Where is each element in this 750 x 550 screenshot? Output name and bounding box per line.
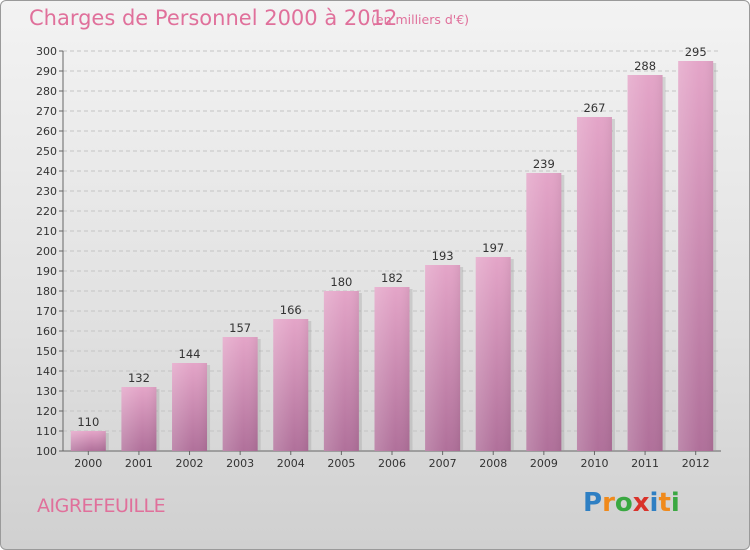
logo-letter: t [658,488,671,518]
y-tick-label: 300 [36,45,57,58]
y-tick-label: 130 [36,385,57,398]
y-tick-label: 260 [36,125,57,138]
x-tick-label: 2012 [682,457,710,470]
bar-value-label: 288 [634,59,656,73]
y-tick-label: 220 [36,205,57,218]
bar-highlight [526,173,562,451]
bar-highlight [425,265,461,451]
bar-value-label: 267 [583,101,605,115]
x-tick-label: 2008 [479,457,507,470]
bar-value-label: 166 [280,303,302,317]
y-tick-label: 120 [36,405,57,418]
commune-name: AIGREFEUILLE [37,495,166,517]
bar-highlight [374,287,410,451]
bar-highlight [475,257,511,451]
bars [70,61,717,451]
bar-value-label: 157 [229,321,251,335]
logo-letter: i [670,488,680,518]
x-tick-label: 2007 [429,457,457,470]
x-tick-label: 2010 [580,457,608,470]
bar-highlight [678,61,714,451]
logo-letter: P [583,488,603,518]
bar-highlight [121,387,157,451]
y-tick-label: 150 [36,345,57,358]
bar-value-label: 295 [685,45,707,59]
y-tick-label: 280 [36,85,57,98]
x-tick-label: 2004 [277,457,305,470]
bar-highlight [172,363,208,451]
y-tick-label: 230 [36,185,57,198]
y-tick-label: 190 [36,265,57,278]
bar-highlight [627,75,663,451]
x-tick-label: 2003 [226,457,254,470]
bar-highlight [323,291,359,451]
y-tick-label: 180 [36,285,57,298]
bar-value-label: 182 [381,271,403,285]
x-tick-label: 2001 [125,457,153,470]
chart-title: Charges de Personnel 2000 à 2012 [29,6,398,30]
axes: 100 110 120 130 140 150 160 170 180 190 200 210 220 2… [36,45,721,470]
x-tick-label: 2000 [74,457,102,470]
y-tick-label: 250 [36,145,57,158]
y-tick-label: 160 [36,325,57,338]
bar-highlight [273,319,309,451]
y-tick-label: 270 [36,105,57,118]
bar-value-label: 144 [179,347,201,361]
bar-value-label: 180 [330,275,352,289]
logo-letter: i [649,488,659,518]
x-tick-label: 2005 [327,457,355,470]
x-tick-label: 2002 [176,457,204,470]
bar-highlight [222,337,258,451]
x-tick-label: 2006 [378,457,406,470]
logo-letter: r [602,488,615,518]
x-tick-label: 2009 [530,457,558,470]
x-tick-label: 2011 [631,457,659,470]
y-tick-label: 110 [36,425,57,438]
y-tick-label: 210 [36,225,57,238]
y-tick-label: 240 [36,165,57,178]
y-tick-label: 290 [36,65,57,78]
bar-value-label: 197 [482,241,504,255]
bar-value-label: 239 [533,157,555,171]
y-tick-label: 100 [36,445,57,458]
y-tick-label: 170 [36,305,57,318]
logo-letter: x [632,488,650,518]
chart-subtitle: (en milliers d'€) [371,12,470,27]
y-tick-label: 200 [36,245,57,258]
logo-letter: o [614,488,633,518]
bar-value-label: 132 [128,371,150,385]
proxiti-logo: Proxiti [583,488,680,518]
y-tick-label: 140 [36,365,57,378]
bar-value-label: 193 [432,249,454,263]
bar-highlight [576,117,612,451]
value-labels: 110 132 144 157 166 180 182 193 197 239 267 288 295 [77,45,706,429]
bar-value-label: 110 [77,415,99,429]
bar-highlight [70,431,106,451]
